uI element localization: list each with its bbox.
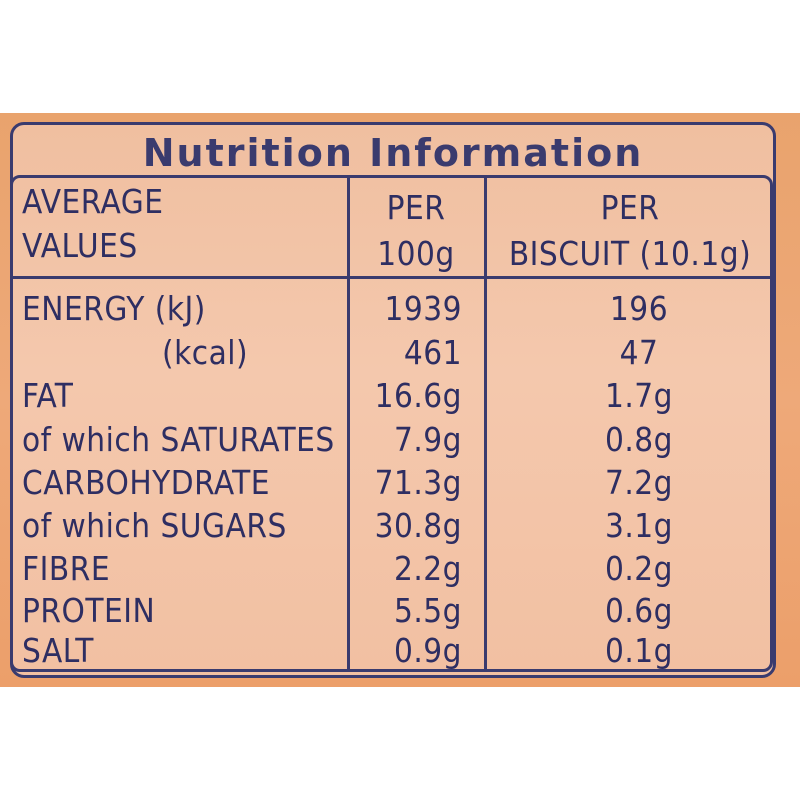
column-divider-1 (347, 177, 350, 670)
nutrient-name: of which SUGARS (22, 506, 287, 545)
header-per-biscuit-line1: PER (600, 188, 660, 227)
nutrient-per-100g: 1939 (384, 289, 462, 328)
header-divider (12, 276, 772, 279)
nutrient-per-biscuit: 1.7g (604, 376, 674, 415)
nutrient-per-100g: 16.6g (374, 376, 462, 415)
header-average: AVERAGE (22, 182, 164, 221)
header-per-100g-line1: PER (386, 188, 446, 227)
nutrient-name: FAT (22, 376, 74, 415)
header-values: VALUES (22, 226, 138, 265)
label-title: Nutrition Information (142, 131, 644, 175)
nutrient-per-biscuit: 0.6g (604, 591, 674, 630)
header-per-biscuit-line2: BISCUIT (10.1g) (508, 234, 752, 273)
nutrient-per-100g: 7.9g (393, 420, 462, 459)
nutrient-per-biscuit: 47 (619, 333, 659, 372)
nutrient-name: (kcal) (162, 333, 249, 372)
nutrition-label-panel: Nutrition Information (10, 122, 776, 678)
nutrition-table (10, 175, 773, 672)
column-divider-2 (484, 177, 487, 670)
nutrient-name: CARBOHYDRATE (22, 463, 271, 502)
nutrient-name: SALT (22, 631, 94, 670)
nutrient-per-100g: 30.8g (374, 506, 462, 545)
nutrient-per-biscuit: 0.1g (604, 631, 674, 670)
nutrient-per-biscuit: 3.1g (604, 506, 674, 545)
nutrient-per-100g: 5.5g (393, 591, 462, 630)
nutrient-per-biscuit: 0.8g (604, 420, 674, 459)
nutrient-per-biscuit: 0.2g (604, 549, 674, 588)
nutrient-name: FIBRE (22, 549, 111, 588)
nutrient-name: ENERGY (kJ) (22, 289, 206, 328)
nutrient-name: PROTEIN (22, 591, 156, 630)
header-per-100g-line2: 100g (377, 234, 455, 273)
nutrient-per-biscuit: 196 (609, 289, 669, 328)
nutrient-per-100g: 71.3g (374, 463, 462, 502)
nutrient-per-100g: 461 (403, 333, 462, 372)
nutrient-per-biscuit: 7.2g (604, 463, 674, 502)
nutrient-per-100g: 0.9g (393, 631, 462, 670)
nutrient-name: of which SATURATES (22, 420, 335, 459)
nutrient-per-100g: 2.2g (393, 549, 462, 588)
